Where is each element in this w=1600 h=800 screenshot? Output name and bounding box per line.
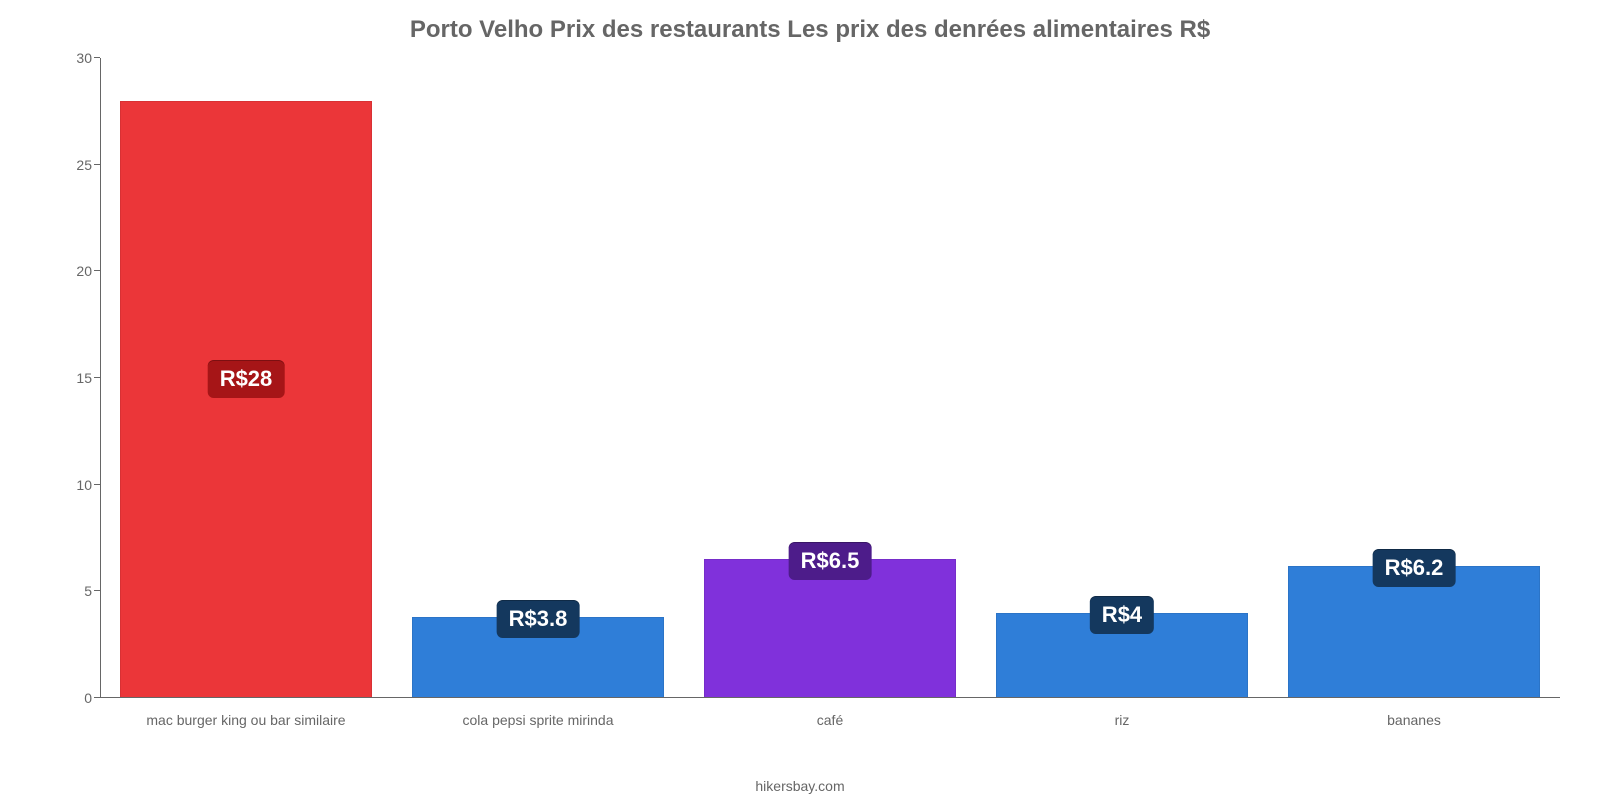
bar: R$6.5 bbox=[704, 559, 955, 698]
y-tick-mark bbox=[94, 697, 100, 698]
x-tick-label: riz bbox=[976, 712, 1268, 728]
x-axis-line bbox=[100, 697, 1560, 698]
y-tick-label: 20 bbox=[76, 263, 92, 279]
y-tick-label: 0 bbox=[84, 690, 92, 706]
y-tick-label: 5 bbox=[84, 583, 92, 599]
bars-area: R$28 R$3.8 R$6.5 R$4 R$6.2 bbox=[100, 58, 1560, 698]
y-tick-mark bbox=[94, 590, 100, 591]
y-tick-mark bbox=[94, 164, 100, 165]
x-tick-label: mac burger king ou bar similaire bbox=[100, 712, 392, 728]
y-axis: 051015202530 bbox=[60, 58, 100, 698]
y-tick-mark bbox=[94, 57, 100, 58]
bar-slot: R$28 bbox=[100, 58, 392, 698]
y-tick-mark bbox=[94, 270, 100, 271]
y-tick-label: 15 bbox=[76, 370, 92, 386]
chart-title: Porto Velho Prix des restaurants Les pri… bbox=[60, 16, 1560, 44]
bar-value-label: R$28 bbox=[208, 360, 285, 398]
chart-container: Porto Velho Prix des restaurants Les pri… bbox=[0, 0, 1600, 800]
bar-slot: R$4 bbox=[976, 58, 1268, 698]
bar-slot: R$3.8 bbox=[392, 58, 684, 698]
bar-slot: R$6.5 bbox=[684, 58, 976, 698]
bar: R$4 bbox=[996, 613, 1247, 698]
bar: R$28 bbox=[120, 101, 371, 698]
x-tick-label: bananes bbox=[1268, 712, 1560, 728]
y-tick-label: 25 bbox=[76, 157, 92, 173]
x-tick-label: café bbox=[684, 712, 976, 728]
x-tick-label: cola pepsi sprite mirinda bbox=[392, 712, 684, 728]
bar-value-label: R$6.2 bbox=[1373, 549, 1456, 587]
bar: R$3.8 bbox=[412, 617, 663, 698]
x-axis-labels: mac burger king ou bar similairecola pep… bbox=[100, 712, 1560, 728]
bar-value-label: R$4 bbox=[1090, 596, 1154, 634]
bar-value-label: R$3.8 bbox=[497, 600, 580, 638]
chart-source-footer: hikersbay.com bbox=[0, 778, 1600, 794]
bar-value-label: R$6.5 bbox=[789, 542, 872, 580]
y-tick-mark bbox=[94, 484, 100, 485]
y-tick-label: 30 bbox=[76, 50, 92, 66]
chart-plot-area: 051015202530 R$28R$3.8R$6.5R$4R$6.2 mac … bbox=[60, 58, 1560, 698]
y-tick-mark bbox=[94, 377, 100, 378]
bar-slot: R$6.2 bbox=[1268, 58, 1560, 698]
bar: R$6.2 bbox=[1288, 566, 1539, 698]
y-tick-label: 10 bbox=[76, 477, 92, 493]
